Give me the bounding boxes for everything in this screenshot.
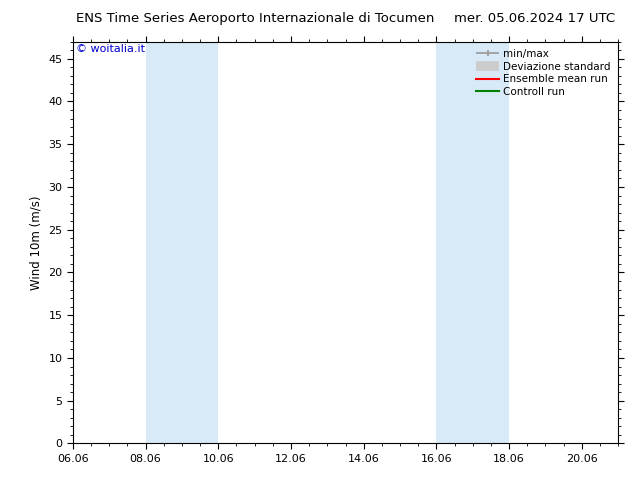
Text: © woitalia.it: © woitalia.it <box>75 44 145 54</box>
Y-axis label: Wind 10m (m/s): Wind 10m (m/s) <box>30 196 43 290</box>
Text: ENS Time Series Aeroporto Internazionale di Tocumen: ENS Time Series Aeroporto Internazionale… <box>76 12 434 25</box>
Text: mer. 05.06.2024 17 UTC: mer. 05.06.2024 17 UTC <box>454 12 615 25</box>
Bar <box>146 42 218 443</box>
Bar <box>436 42 509 443</box>
Legend: min/max, Deviazione standard, Ensemble mean run, Controll run: min/max, Deviazione standard, Ensemble m… <box>474 47 613 99</box>
